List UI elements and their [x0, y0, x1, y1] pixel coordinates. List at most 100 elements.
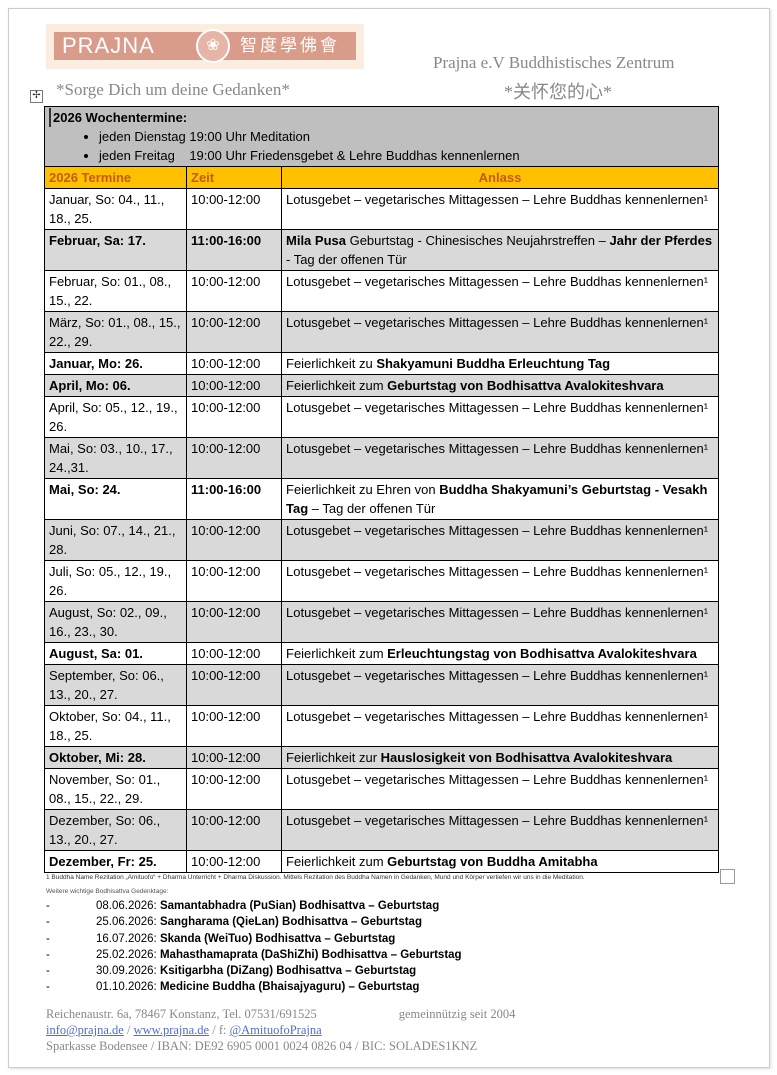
memorial-date: 08.06.2026: — [96, 900, 157, 912]
time-cell: 10:00-12:00 — [186, 396, 282, 438]
schedule-table: 2026 Wochentermine: jeden Dienstag 19:00… — [44, 106, 719, 873]
dash-bullet: - — [46, 932, 50, 945]
anlass-segment: Feierlichkeit zu — [286, 356, 377, 371]
table-row: Oktober, Mi: 28. 10:00-12:00 Feierlichkeit… — [44, 746, 719, 769]
table-row: Januar, Mo: 26. 10:00-12:00 Feierlichkeit … — [44, 352, 719, 375]
time-cell: 10:00-12:00 — [186, 746, 282, 769]
time-cell: 10:00-12:00 — [186, 601, 282, 643]
dash-bullet: - — [46, 948, 50, 961]
time-cell: 10:00-12:00 — [186, 374, 282, 397]
header-termine: 2026 Termine — [44, 166, 187, 189]
anlass-cell: Lotusgebet – vegetarisches Mittagessen –… — [281, 809, 719, 851]
date-cell: April, Mo: 06. — [44, 374, 187, 397]
anlass-segment: Lotusgebet – vegetarisches Mittagessen –… — [286, 564, 709, 579]
anlass-cell: Lotusgebet – vegetarisches Mittagessen –… — [281, 664, 719, 706]
anlass-cell: Lotusgebet – vegetarisches Mittagessen –… — [281, 311, 719, 353]
dash-bullet: - — [46, 916, 50, 929]
date-cell: Juli, So: 05., 12., 19., 26. — [44, 560, 187, 602]
anlass-segment: Erleuchtungstag von Bodhisattva Avalokit… — [387, 646, 697, 661]
anlass-cell: Feierlichkeit zum Geburtstag von Bodhisa… — [281, 374, 719, 397]
since: gemeinnützig seit 2004 — [398, 1007, 516, 1021]
date-cell: Januar, So: 04., 11., 18., 25. — [44, 188, 187, 230]
anlass-cell: Lotusgebet – vegetarisches Mittagessen –… — [281, 705, 719, 747]
anlass-segment: Feierlichkeit zu Ehren von — [286, 482, 440, 497]
website-link[interactable]: www.prajna.de — [133, 1023, 210, 1037]
anlass-segment: Geburtstag von Buddha Amitabha — [387, 854, 598, 869]
table-row: April, So: 05., 12., 19., 26. 10:00-12:00… — [44, 396, 719, 438]
time-cell: 10:00-12:00 — [186, 642, 282, 665]
anlass-cell: Feierlichkeit zu Ehren von Buddha Shakya… — [281, 478, 719, 520]
table-resize-handle[interactable] — [720, 869, 735, 884]
date-cell: Oktober, Mi: 28. — [44, 746, 187, 769]
email-link[interactable]: info@prajna.de — [46, 1023, 124, 1037]
table-row: Januar, So: 04., 11., 18., 25. 10:00-12:0… — [44, 188, 719, 230]
anlass-cell: Mila Pusa Geburtstag - Chinesisches Neuj… — [281, 229, 719, 271]
table-move-handle-icon[interactable]: ✢ — [30, 90, 43, 103]
memorial-name: Skanda (WeiTuo) Bodhisattva – Geburtstag — [159, 932, 396, 945]
anlass-cell: Lotusgebet – vegetarisches Mittagessen –… — [281, 560, 719, 602]
time-cell: 10:00-12:00 — [186, 560, 282, 602]
memorial-item: - 08.06.2026: Samantabhadra (PuSian) Bodh… — [46, 898, 462, 914]
dash-bullet: - — [46, 900, 50, 912]
header-anlass: Anlass — [281, 166, 719, 189]
motto: *Sorge Dich um deine Gedanken* — [56, 80, 290, 99]
table-row: Dezember, So: 06., 13., 20., 27. 10:00-12… — [44, 809, 719, 851]
table-row: November, So: 01., 08., 15., 22., 29. 10:… — [44, 768, 719, 810]
anlass-segment: – Tag der offenen Tür — [308, 501, 436, 516]
weekly-item: jeden Freitag 19:00 Uhr Friedensgebet & … — [99, 146, 714, 165]
anlass-segment: Lotusgebet – vegetarisches Mittagessen –… — [286, 315, 709, 330]
date-cell: September, So: 06., 13., 20., 27. — [44, 664, 187, 706]
facebook-link[interactable]: @AmituofoPrajna — [229, 1023, 322, 1037]
date-cell: Februar, So: 01., 08., 15., 22. — [44, 270, 187, 312]
date-cell: Januar, Mo: 26. — [44, 352, 187, 375]
table-row: Juli, So: 05., 12., 19., 26. 10:00-12:00 L… — [44, 560, 719, 602]
anlass-segment: Feierlichkeit zum — [286, 378, 388, 393]
anlass-segment: Geburtstag - Chinesisches Neujahrstreffe… — [345, 233, 610, 248]
table-row: Juni, So: 07., 14., 21., 28. 10:00-12:00 L… — [44, 519, 719, 561]
time-cell: 10:00-12:00 — [186, 850, 282, 873]
date-cell: Oktober, So: 04., 11., 18., 25. — [44, 705, 187, 747]
memorial-item: - 25.06.2026: Sangharama (QieLan) Bodhisa… — [46, 914, 462, 930]
anlass-segment: Lotusgebet – vegetarisches Mittagessen –… — [286, 400, 709, 415]
table-row: August, So: 02., 09., 16., 23., 30. 10:00… — [44, 601, 719, 643]
date-cell: Juni, So: 07., 14., 21., 28. — [44, 519, 187, 561]
anlass-segment: Lotusgebet – vegetarisches Mittagessen –… — [286, 709, 709, 724]
date-cell: Dezember, Fr: 25. — [44, 850, 187, 873]
memorial-date: 25.06.2026: — [96, 916, 157, 929]
dash-bullet: - — [46, 981, 50, 994]
anlass-segment: Feierlichkeit zum — [286, 854, 388, 869]
time-cell: 10:00-12:00 — [186, 311, 282, 353]
memorial-name: Mahasthamaprata (DaShiZhi) Bodhisattva –… — [159, 948, 462, 961]
date-cell: April, So: 05., 12., 19., 26. — [44, 396, 187, 438]
memorial-list: - 08.06.2026: Samantabhadra (PuSian) Bodh… — [46, 898, 462, 996]
date-cell: Dezember, So: 06., 13., 20., 27. — [44, 809, 187, 851]
anlass-cell: Lotusgebet – vegetarisches Mittagessen –… — [281, 188, 719, 230]
anlass-segment: Lotusgebet – vegetarisches Mittagessen –… — [286, 772, 709, 787]
anlass-segment: Lotusgebet – vegetarisches Mittagessen –… — [286, 605, 709, 620]
anlass-segment: - Tag der offenen Tür — [286, 252, 407, 267]
table-row: Oktober, So: 04., 11., 18., 25. 10:00-12:… — [44, 705, 719, 747]
lotus-icon: ❀ — [196, 29, 230, 63]
weekly-item: jeden Dienstag 19:00 Uhr Meditation — [99, 127, 714, 146]
address: Reichenaustr. 6a, 78467 Konstanz, Tel. 0… — [46, 1007, 317, 1021]
anlass-segment: Lotusgebet – vegetarisches Mittagessen –… — [286, 668, 709, 683]
date-cell: November, So: 01., 08., 15., 22., 29. — [44, 768, 187, 810]
table-row: Dezember, Fr: 25. 10:00-12:00 Feierlichkei… — [44, 850, 719, 873]
memorial-date: 16.07.2026: — [96, 932, 157, 945]
facebook-prefix: f: — [218, 1023, 227, 1037]
memorial-item: - 16.07.2026: Skanda (WeiTuo) Bodhisattva… — [46, 931, 462, 947]
memorial-item: - 01.10.2026: Medicine Buddha (Bhaisajyag… — [46, 979, 462, 995]
anlass-cell: Lotusgebet – vegetarisches Mittagessen –… — [281, 519, 719, 561]
table-row: Mai, So: 24. 11:00-16:00 Feierlichkeit zu … — [44, 478, 719, 520]
table-row: August, Sa: 01. 10:00-12:00 Feierlichkeit … — [44, 642, 719, 665]
time-cell: 11:00-16:00 — [186, 229, 282, 271]
time-cell: 10:00-12:00 — [186, 664, 282, 706]
date-cell: Februar, Sa: 17. — [44, 229, 187, 271]
anlass-cell: Lotusgebet – vegetarisches Mittagessen –… — [281, 270, 719, 312]
table-row: Februar, So: 01., 08., 15., 22. 10:00-12:… — [44, 270, 719, 312]
anlass-segment: Mila Pusa — [286, 233, 346, 248]
memorial-title: Weitere wichtige Bodhisattva Gedenktage: — [46, 888, 169, 895]
anlass-cell: Feierlichkeit zum Erleuchtungstag von Bo… — [281, 642, 719, 665]
time-cell: 10:00-12:00 — [186, 809, 282, 851]
